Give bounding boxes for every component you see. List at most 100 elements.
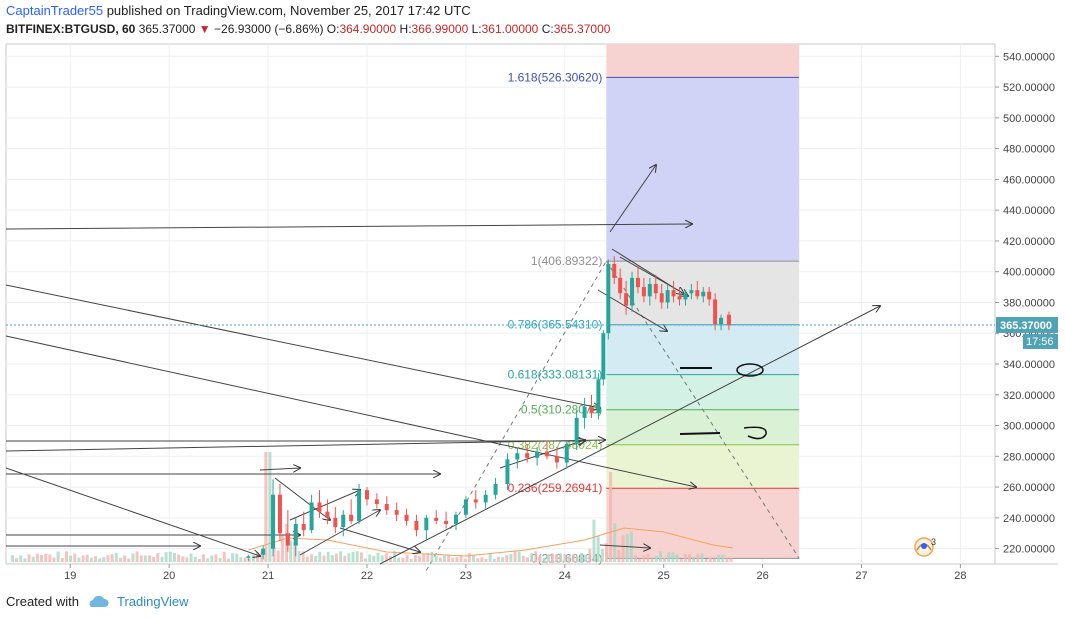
candle — [525, 444, 530, 463]
trend-arrow — [274, 477, 330, 520]
candle-body — [285, 533, 290, 546]
low-value: 361.00000 — [481, 22, 539, 36]
candle — [277, 484, 282, 541]
author-link[interactable]: CaptainTrader55 — [6, 3, 104, 18]
price-tick-label: 220.00000 — [1003, 544, 1055, 556]
volume-bar — [160, 556, 164, 562]
volume-bar — [69, 555, 73, 562]
tradingview-label: TradingView — [116, 594, 189, 609]
candle-body — [574, 417, 579, 444]
candle — [689, 284, 694, 300]
candle — [535, 447, 540, 466]
volume-bar — [517, 551, 521, 562]
trend-arrow — [5, 440, 605, 452]
candle-body — [630, 277, 635, 306]
candle — [473, 490, 478, 509]
volume-bar — [526, 557, 530, 562]
volume-bar — [584, 554, 588, 562]
price-axis[interactable]: 220.00000 240.00000 260.00000 280.00000 300.… — [995, 51, 1055, 556]
time-tick-label: 27 — [855, 570, 867, 582]
volume-bar — [35, 553, 39, 562]
candle — [301, 511, 306, 537]
candle-body — [394, 510, 399, 515]
price-tick-label: 320.00000 — [1003, 390, 1055, 402]
volume-bar — [409, 558, 413, 562]
volume-bar — [376, 552, 380, 562]
candle-body — [695, 290, 700, 297]
volume-bar — [210, 555, 214, 562]
tradingview-link[interactable]: TradingView — [87, 594, 189, 609]
time-axis[interactable]: 19 20 21 22 23 24 25 26 27 28 — [64, 564, 967, 582]
volume-bar — [563, 554, 567, 562]
trend-arrow — [499, 440, 585, 469]
volume-bar — [721, 554, 725, 562]
volume-bar — [534, 551, 538, 562]
volume-bar — [559, 553, 563, 562]
volume-bar — [488, 553, 492, 562]
volume-bar — [679, 558, 683, 562]
countdown-label: 17:56 — [1026, 336, 1054, 348]
price-tick-label: 540.00000 — [1003, 51, 1055, 63]
volume-bar — [189, 553, 193, 562]
close-value: 365.37000 — [553, 22, 611, 36]
volume-bar — [106, 555, 110, 562]
candle-body — [535, 451, 540, 458]
candle — [246, 554, 251, 561]
volume-bar — [596, 536, 600, 562]
candle — [601, 330, 606, 386]
candle-body — [612, 264, 617, 278]
volume-bar — [218, 557, 222, 562]
candle — [647, 277, 652, 306]
volume-bar — [343, 555, 347, 562]
fib-level-label: 0(213.66834) — [531, 551, 602, 565]
candle — [453, 511, 458, 531]
candle — [261, 545, 266, 560]
candle-body — [414, 520, 419, 531]
candle — [357, 484, 362, 524]
high-value: 366.99000 — [411, 22, 469, 36]
volume-bar — [609, 472, 613, 562]
price-tick-label: 400.00000 — [1003, 267, 1055, 279]
volume-bar — [202, 554, 206, 562]
candle-body — [689, 290, 694, 294]
volume-bar — [359, 552, 363, 562]
volume-bar — [368, 554, 372, 562]
candle-body — [683, 293, 688, 300]
fib-retracement[interactable]: 0(213.66834)0.236(259.26941)0.382(287.48… — [425, 44, 800, 571]
candle — [630, 271, 635, 312]
volume-bar — [135, 551, 139, 562]
volume-bar — [251, 554, 255, 562]
candle-body — [483, 494, 488, 503]
price-tick-label: 520.00000 — [1003, 82, 1055, 94]
volume-bar — [127, 558, 131, 562]
candle — [726, 311, 731, 331]
created-with-label: Created with — [6, 594, 79, 609]
price-tick-label: 380.00000 — [1003, 297, 1055, 309]
trend-line-drawings[interactable] — [5, 165, 880, 565]
volume-bar — [571, 554, 575, 562]
volume-bar — [538, 556, 542, 562]
candle-body — [589, 407, 594, 414]
candle-body — [515, 453, 520, 460]
candle — [341, 510, 346, 537]
volume-bar — [351, 551, 355, 562]
candle — [719, 314, 724, 331]
volume-bar — [413, 554, 417, 562]
volume-bar — [15, 558, 19, 562]
fib-level-label: 1(406.89322) — [531, 254, 602, 268]
time-tick-label: 24 — [559, 570, 571, 582]
volume-bar — [318, 551, 322, 562]
volume-bar — [23, 558, 27, 562]
candle-body — [277, 494, 282, 534]
volume-bar — [239, 557, 243, 562]
candle-body — [301, 524, 306, 531]
trend-arrow — [5, 467, 260, 556]
volume-bar — [476, 558, 480, 562]
volume-bar — [513, 551, 517, 562]
ideas-icon[interactable]: 3 — [914, 537, 936, 557]
volume-bar — [496, 556, 500, 562]
time-tick-label: 26 — [756, 570, 768, 582]
volume-bar — [214, 554, 218, 562]
price-change: −26.93000 (−6.86%) — [214, 22, 324, 36]
